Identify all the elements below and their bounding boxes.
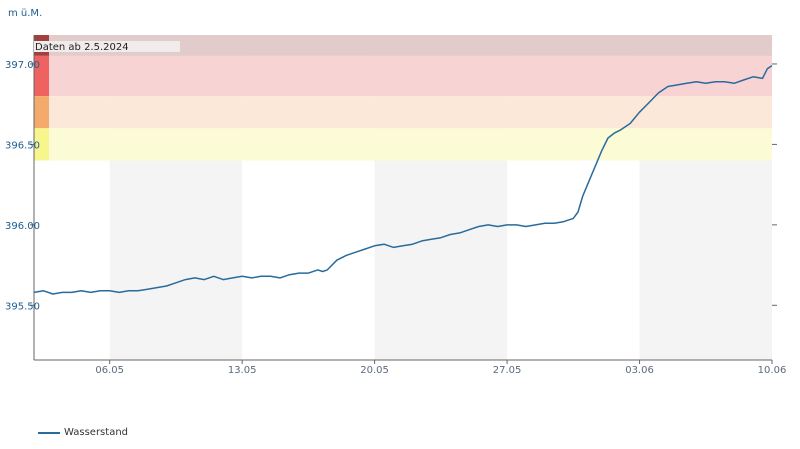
x-tick-label-0: 06.05 xyxy=(95,365,124,376)
x-tick-label-2: 20.05 xyxy=(360,365,389,376)
x-tick-label-1: 13.05 xyxy=(228,365,257,376)
legend-label: Wasserstand xyxy=(64,427,129,438)
threshold-band-0 xyxy=(34,35,772,56)
threshold-band-3 xyxy=(34,128,772,161)
legend-line-swatch xyxy=(38,431,60,434)
threshold-marker-2 xyxy=(34,96,49,129)
threshold-marker-3 xyxy=(34,128,49,161)
series-layer xyxy=(33,64,773,295)
y-tick-label-0: 395.50 xyxy=(5,301,40,312)
x-tick-label-3: 27.05 xyxy=(493,365,522,376)
axis-layer: 395.50 396.00 396.50 397.00 06.05 13.05 20.05 2… xyxy=(5,35,786,376)
background-layer xyxy=(34,35,772,360)
y-tick-label-1: 396.00 xyxy=(5,221,40,232)
y-tick-label-3: 397.00 xyxy=(5,60,40,71)
threshold-marker-1 xyxy=(34,55,49,97)
y-unit-label: m ü.M. xyxy=(8,8,42,19)
series-line-0 xyxy=(33,64,773,295)
y-tick-label-2: 396.50 xyxy=(5,140,40,151)
annotation-label: Daten ab 2.5.2024 xyxy=(35,42,129,53)
x-tick-label-4: 03.06 xyxy=(625,365,654,376)
threshold-band-2 xyxy=(34,96,772,129)
x-tick-label-5: 10.06 xyxy=(758,365,787,376)
threshold-band-1 xyxy=(34,55,772,97)
legend[interactable]: Wasserstand xyxy=(38,427,128,438)
annotation-box xyxy=(34,41,180,52)
